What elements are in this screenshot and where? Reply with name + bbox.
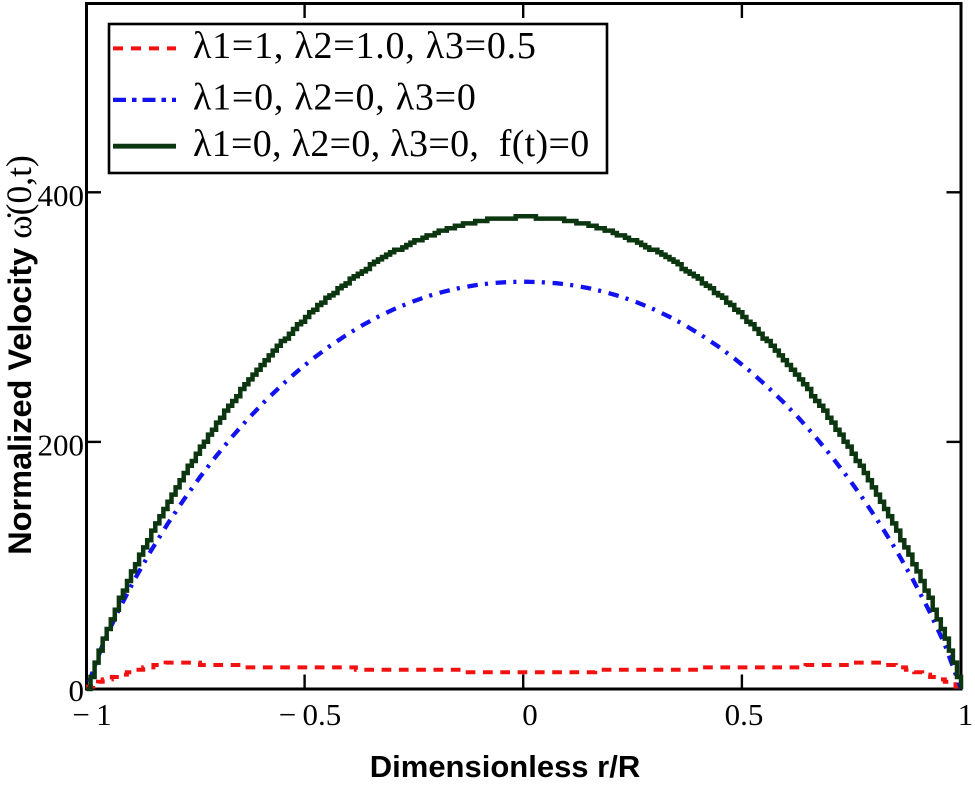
svg-text:1: 1: [958, 697, 974, 732]
svg-text:− 0.5: − 0.5: [279, 697, 341, 732]
svg-text:0: 0: [522, 697, 538, 732]
svg-text:0: 0: [69, 673, 85, 708]
svg-text:λ1=0, λ2=0, λ3=0: λ1=0, λ2=0, λ3=0: [193, 77, 477, 119]
svg-text:λ1=0, λ2=0, λ3=0, f(t)=0: λ1=0, λ2=0, λ3=0, f(t)=0: [193, 123, 590, 165]
svg-text:400: 400: [38, 178, 85, 213]
svg-text:200: 200: [38, 428, 85, 463]
svg-text:0.5: 0.5: [725, 697, 764, 732]
svg-text:λ1=1, λ2=1.0, λ3=0.5: λ1=1, λ2=1.0, λ3=0.5: [193, 25, 537, 67]
svg-text:Dimensionless r/R: Dimensionless r/R: [370, 749, 640, 784]
svg-text:− 1: − 1: [72, 697, 111, 732]
svg-text:Normalized Velocity ω̇(0,t): Normalized Velocity ω̇(0,t): [0, 155, 39, 555]
